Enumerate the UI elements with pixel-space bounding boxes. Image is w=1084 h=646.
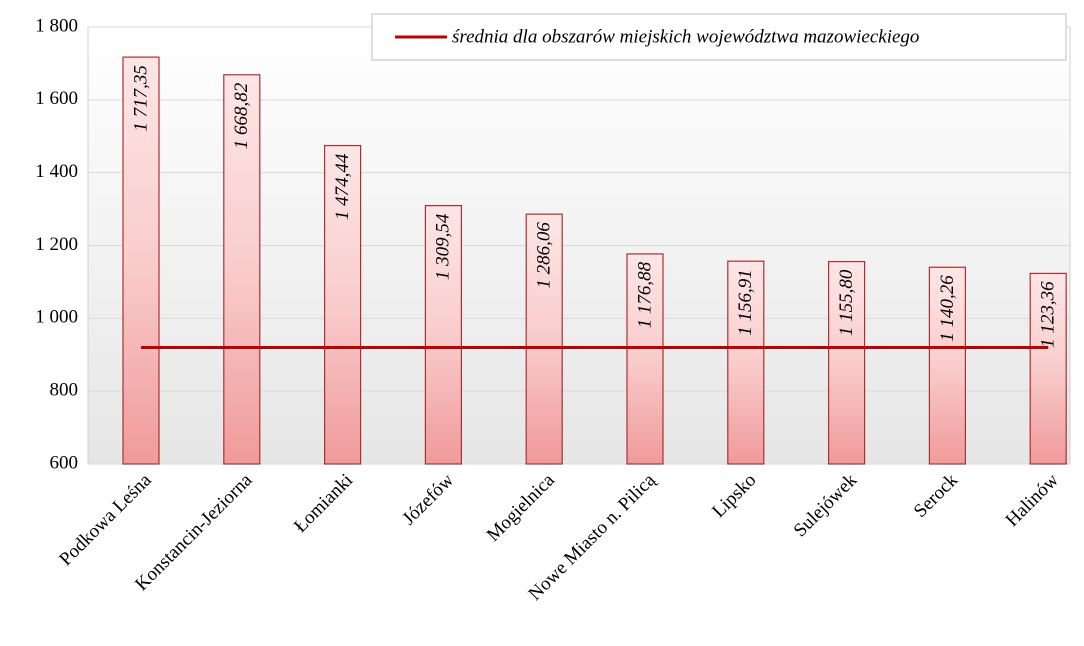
value-label: 1 474,44 xyxy=(332,153,353,220)
y-tick-label: 800 xyxy=(50,380,79,401)
x-tick-label: Lipsko xyxy=(708,470,760,522)
bar xyxy=(928,266,967,465)
y-tick-label: 1 000 xyxy=(35,307,78,328)
legend-label: średnia dla obszarów miejskich województ… xyxy=(452,26,919,47)
x-tick-label: Halinów xyxy=(1002,470,1063,531)
value-label: 1 140,26 xyxy=(937,275,958,342)
value-label: 1 717,35 xyxy=(130,65,151,132)
y-tick-label: 1 400 xyxy=(35,161,78,182)
bar xyxy=(324,144,362,465)
x-tick-label: Mogielnica xyxy=(483,469,559,545)
legend: średnia dla obszarów miejskich województ… xyxy=(371,13,1067,61)
bar xyxy=(223,74,261,465)
legend-box xyxy=(371,13,1067,61)
value-label: 1 123,36 xyxy=(1038,281,1059,348)
bar xyxy=(827,260,866,465)
x-tick-label: Podkowa Leśna xyxy=(55,469,156,570)
value-label: 1 668,82 xyxy=(231,82,252,149)
x-tick-label: Łomianki xyxy=(290,470,357,537)
value-label: 1 176,88 xyxy=(634,261,655,328)
value-label: 1 286,06 xyxy=(534,222,555,289)
value-label: 1 155,80 xyxy=(836,269,857,336)
y-tick-label: 1 800 xyxy=(35,15,78,36)
bar xyxy=(424,205,462,465)
y-tick-label: 1 600 xyxy=(35,88,78,109)
y-tick-label: 1 200 xyxy=(35,234,78,255)
x-tick-label: Józefów xyxy=(398,470,458,530)
bar xyxy=(727,260,765,465)
x-tick-label: Sulejówek xyxy=(790,469,862,541)
bar xyxy=(1029,272,1067,465)
bar xyxy=(122,56,160,465)
value-label: 1 309,54 xyxy=(433,213,454,280)
y-tick-label: 600 xyxy=(50,452,79,473)
x-tick-label: Serock xyxy=(910,469,963,522)
bar xyxy=(626,253,664,465)
bar xyxy=(525,213,563,465)
value-label: 1 156,91 xyxy=(735,269,756,336)
